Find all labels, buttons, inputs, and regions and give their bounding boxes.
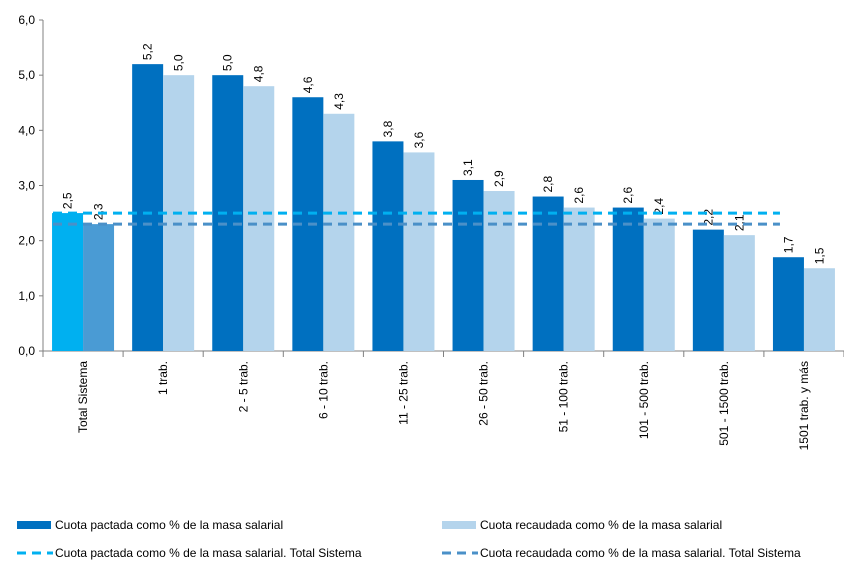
bar-recaudada xyxy=(83,224,115,351)
bar-pactada xyxy=(772,257,804,351)
x-category-label: 2 - 5 trab. xyxy=(236,361,250,412)
x-category-label: 6 - 10 trab. xyxy=(316,361,330,419)
y-tick-label: 0,0 xyxy=(18,344,35,358)
y-tick-label: 6,0 xyxy=(18,13,35,27)
bar-recaudada xyxy=(243,86,275,351)
data-label: 2,9 xyxy=(492,170,506,187)
data-label: 2,6 xyxy=(621,187,635,204)
x-category-label: 26 - 50 trab. xyxy=(477,361,491,426)
data-label: 2,6 xyxy=(572,187,586,204)
bar-pactada xyxy=(132,64,164,351)
legend-recaudada-label: Cuota recaudada como % de la masa salari… xyxy=(480,518,722,532)
bar-pactada xyxy=(52,213,84,351)
bar-pactada xyxy=(372,141,404,351)
x-category-label: Total Sistema xyxy=(76,361,90,433)
data-label: 2,8 xyxy=(541,176,555,193)
bar-pactada xyxy=(612,207,644,351)
legend-recaudada-swatch xyxy=(442,521,476,529)
bar-recaudada xyxy=(803,268,835,351)
data-label: 3,1 xyxy=(461,159,475,176)
legend-pactada-total-label: Cuota pactada como % de la masa salarial… xyxy=(55,546,362,560)
x-category-label: 1 trab. xyxy=(156,361,170,395)
data-label: 5,0 xyxy=(221,54,235,71)
bar-recaudada xyxy=(563,207,595,351)
x-category-label: 51 - 100 trab. xyxy=(557,361,571,432)
legend-pactada-label: Cuota pactada como % de la masa salarial xyxy=(55,518,283,532)
data-label: 4,6 xyxy=(301,76,315,93)
bar-recaudada xyxy=(723,235,755,351)
bar-recaudada xyxy=(643,218,675,351)
x-category-label: 1501 trab. y más xyxy=(797,361,811,450)
y-tick-label: 4,0 xyxy=(18,123,35,137)
data-label: 1,5 xyxy=(812,247,826,264)
bar-recaudada xyxy=(323,113,355,352)
data-label: 4,8 xyxy=(252,65,266,82)
data-label: 3,8 xyxy=(381,120,395,137)
bar-recaudada xyxy=(483,191,515,351)
bar-pactada xyxy=(692,229,724,351)
y-tick-label: 5,0 xyxy=(18,68,35,82)
data-label: 4,3 xyxy=(332,93,346,110)
y-tick-label: 3,0 xyxy=(18,179,35,193)
x-category-label: 11 - 25 trab. xyxy=(396,361,410,425)
x-category-label: 501 - 1500 trab. xyxy=(717,361,731,446)
legend-pactada-swatch xyxy=(17,521,51,529)
data-label: 2,4 xyxy=(652,198,666,215)
bar-pactada xyxy=(452,179,484,351)
legend-recaudada-total-label: Cuota recaudada como % de la masa salari… xyxy=(480,546,801,560)
data-label: 3,6 xyxy=(412,131,426,148)
data-label: 1,7 xyxy=(781,236,795,253)
bar-recaudada xyxy=(403,152,435,351)
x-category-label: 101 - 500 trab. xyxy=(637,361,651,439)
data-label: 2,5 xyxy=(61,192,75,209)
y-tick-label: 2,0 xyxy=(18,234,35,248)
data-label: 5,0 xyxy=(172,54,186,71)
data-label: 5,2 xyxy=(141,43,155,60)
bar-pactada xyxy=(532,196,564,351)
data-label: 2,1 xyxy=(732,214,746,231)
y-tick-label: 1,0 xyxy=(18,289,35,303)
